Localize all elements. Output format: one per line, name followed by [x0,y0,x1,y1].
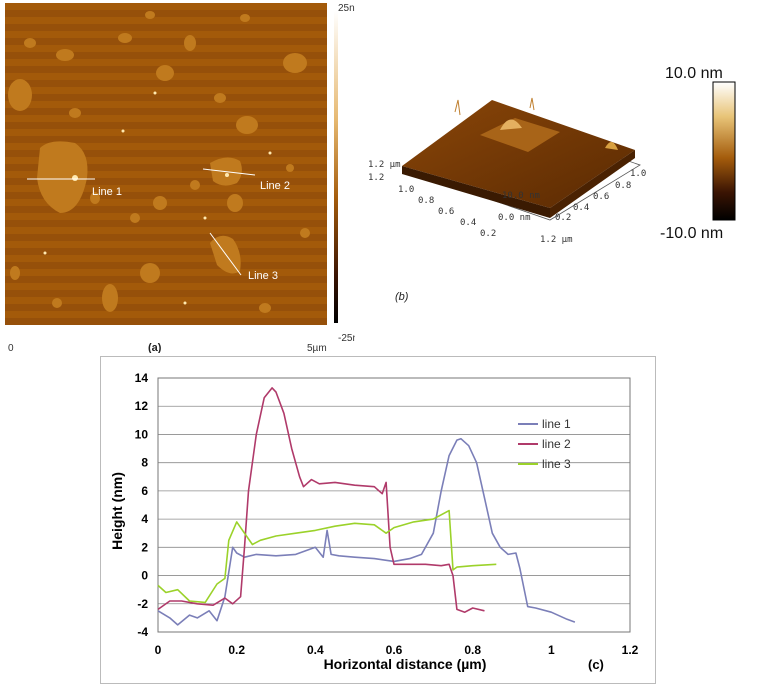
axis-right-tick-3: 0.8 [615,181,631,191]
caption-c: (c) [588,657,604,672]
colorbar-b-max: 10.0 nm [665,65,723,82]
y-tick-labels: -4 -2 0 2 4 6 8 10 12 14 [135,371,149,639]
x-tick-label: 1.2 [622,643,639,657]
plateau-feature [480,118,560,152]
plot-area-border [157,377,631,633]
afm-image-panel-a: Line 1 Line 2 Line 3 25nm -25nm 0 5µm (a… [5,3,355,353]
x-tick-label: 0.6 [386,643,403,657]
y-tick-label: 10 [135,427,149,441]
line-chart-panel-c: -4 -2 0 2 4 6 8 10 12 14 0 0.2 0.4 0.6 0.8 1 1.2 line 1… [100,356,656,684]
series-line-line-1 [157,437,576,626]
axis-right-tick-2: 0.6 [593,192,609,202]
profile-line-2 [202,168,256,176]
scale-min-label: 0 [8,343,14,353]
x-tick-label: 0 [155,643,162,657]
x-axis-label: Horizontal distance (µm) [324,656,487,672]
profile-line-3 [209,232,242,276]
y-tick-label: -4 [137,625,148,639]
colorbar-a-max: 25nm [338,3,355,14]
surface-front-edge [402,166,550,218]
line-1-label: Line 1 [92,186,122,198]
axis-left-tick-6: 0.2 [480,229,496,239]
x-tick-label: 1 [548,643,555,657]
axis-left-tick-0: 1.2 µm [368,160,401,170]
plot-area [157,377,631,633]
scale-max-label: 5µm [307,343,327,353]
legend-label-line-2: line 2 [542,437,571,451]
axis-right-tick-1: 0.4 [573,203,589,213]
line-3-label: Line 3 [248,270,278,282]
axis-right-tick-5: 1.2 µm [540,235,573,245]
y-tick-label: 0 [141,569,148,583]
colorbar-b: 10.0 nm -10.0 nm [660,65,736,242]
caption-b: (b) [395,291,409,303]
axis-left-tick-1: 1.2 [368,173,384,183]
y-tick-label: -2 [137,597,148,611]
y-axis-label: Height (nm) [109,472,125,550]
surface-3d [402,100,635,208]
axis-left-tick-3: 0.8 [418,196,434,206]
axis-left-tick-2: 1.0 [398,185,414,195]
colorbar-a-min: -25nm [338,333,355,344]
y-tick-label: 2 [141,540,148,554]
colorbar-b-gradient [712,81,736,221]
series-line-line-2 [157,387,485,614]
edge-peak-feature [605,141,618,150]
series-line-line-3 [157,509,497,604]
x-tick-label: 0.8 [464,643,481,657]
y-tick-label: 14 [135,371,149,385]
axis-right-tick-4: 1.0 [630,169,646,179]
x-tick-labels: 0 0.2 0.4 0.6 0.8 1 1.2 [155,643,639,657]
axis-left-tick-5: 0.4 [460,218,476,228]
axis-z-tick-1: 0.0 nm [498,213,531,223]
colorbar-a [334,11,338,323]
y-tick-label: 12 [135,399,149,413]
surface-spikes [454,97,535,116]
caption-a: (a) [148,342,162,353]
peak-feature [500,119,522,130]
chart-series [157,387,576,626]
chart-frame [100,356,656,684]
axis-left-tick-4: 0.6 [438,207,454,217]
x-tick-label: 0.2 [228,643,245,657]
afm-3d-panel-b: 1.2 µm 1.2 1.0 0.8 0.6 0.4 0.2 10.0 nm 0… [368,97,646,303]
afm-islands [8,11,310,313]
colorbar-b-min: -10.0 nm [660,225,723,242]
x-tick-label: 0.4 [307,643,324,657]
legend-label-line-3: line 3 [542,457,571,471]
surface-right-edge [550,150,635,218]
axis-right-tick-0: 0.2 [555,213,571,223]
y-tick-label: 8 [141,456,148,470]
y-tick-label: 6 [141,484,148,498]
chart-legend: line 1 line 2 line 3 [518,417,571,471]
y-tick-label: 4 [141,512,148,526]
legend-label-line-1: line 1 [542,417,571,431]
line-2-label: Line 2 [260,180,290,192]
axis-z-tick-0: 10.0 nm [502,191,540,201]
